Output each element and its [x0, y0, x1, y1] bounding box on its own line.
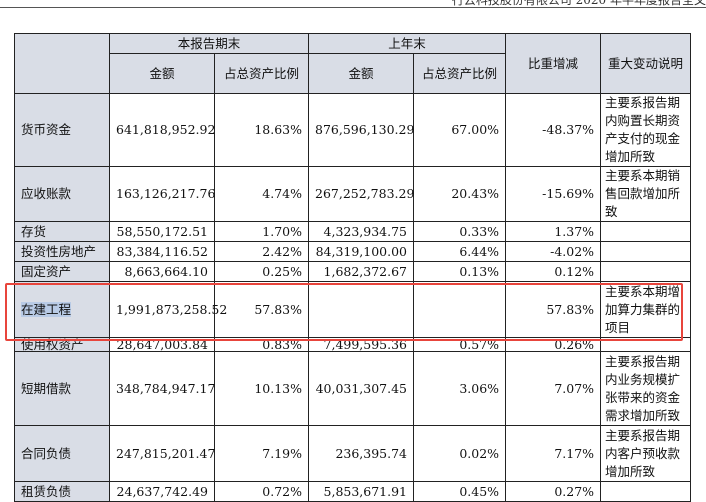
table-row: 固定资产 8,663,664.10 0.25% 1,682,372.67 0.1… [14, 261, 692, 282]
header-prior-year-end: 上年末 [308, 33, 507, 54]
explanation-note [600, 337, 692, 352]
prev-amount: 7,499,595.36 [308, 337, 415, 352]
prev-ratio: 0.02% [413, 425, 507, 482]
prev-amount: 876,596,130.29 [308, 93, 414, 167]
explanation-note [600, 261, 692, 282]
row-item: 应收账款 [14, 166, 110, 222]
prev-ratio: 67.00% [413, 93, 507, 167]
prev-amount: 40,031,307.45 [308, 351, 415, 426]
table-row-highlighted: 在建工程 1,991,873,258.52 57.83% 57.83% 主要系本… [14, 281, 692, 338]
explanation-note: 主要系报告期内业务规模扩张带来的资金需求增加所致 [600, 351, 692, 426]
cur-amount: 1,991,873,258.52 [109, 281, 227, 338]
row-item: 租赁负债 [14, 481, 110, 502]
prev-amount: 1,682,372.67 [308, 261, 415, 282]
table-row: 租赁负债 24,637,742.49 0.72% 5,853,671.91 0.… [14, 481, 692, 502]
ratio-change: -48.37% [505, 93, 602, 167]
cur-amount: 163,126,217.76 [109, 166, 215, 222]
cur-ratio: 4.74% [213, 166, 310, 222]
explanation-note: 主要系报告期内购置长期资产支付的现金增加所致 [600, 93, 692, 167]
row-item: 使用权资产 [14, 337, 110, 352]
ratio-change: 1.37% [505, 221, 602, 242]
cur-amount: 247,815,201.47 [109, 425, 215, 482]
row-item: 存货 [14, 221, 110, 242]
row-item: 短期借款 [14, 351, 110, 426]
table-row: 投资性房地产 83,384,116.52 2.42% 84,319,100.00… [14, 241, 692, 262]
row-item: 合同负债 [14, 425, 110, 482]
row-item: 货币资金 [14, 93, 110, 167]
prev-amount: 84,319,100.00 [308, 241, 415, 262]
table-row: 存货 58,550,172.51 1.70% 4,323,934.75 0.33… [14, 221, 692, 242]
table-row: 合同负债 247,815,201.47 7.19% 236,395.74 0.0… [14, 425, 692, 482]
header-explanation: 重大变动说明 [600, 33, 692, 94]
cur-ratio: 7.19% [213, 425, 310, 482]
header-current-amount: 金额 [109, 53, 215, 94]
prev-ratio: 20.43% [413, 166, 507, 222]
table-row: 应收账款 163,126,217.76 4.74% 267,252,783.29… [14, 166, 692, 222]
header-prior-amount: 金额 [308, 53, 415, 94]
ratio-change: 0.12% [505, 261, 602, 282]
row-item: 投资性房地产 [14, 241, 110, 262]
cur-ratio: 18.63% [213, 93, 310, 167]
prev-amount: 4,323,934.75 [308, 221, 415, 242]
cur-amount: 24,637,742.49 [109, 481, 215, 502]
prev-ratio [413, 281, 507, 338]
table-row: 货币资金 641,818,952.92 18.63% 876,596,130.2… [14, 93, 692, 167]
prev-ratio: 0.13% [413, 261, 507, 282]
prev-ratio: 3.06% [413, 351, 507, 426]
header-rule [0, 7, 706, 8]
explanation-note: 主要系本期销售回款增加所致 [600, 166, 692, 222]
cur-amount: 83,384,116.52 [109, 241, 215, 262]
cur-ratio: 0.83% [213, 337, 310, 352]
prev-ratio: 6.44% [413, 241, 507, 262]
ratio-change: 7.17% [505, 425, 602, 482]
header-ratio-change: 比重增减 [505, 33, 602, 94]
prev-amount: 236,395.74 [308, 425, 415, 482]
cur-ratio: 2.42% [213, 241, 310, 262]
cur-amount: 8,663,664.10 [109, 261, 215, 282]
ratio-change: 57.83% [505, 281, 602, 338]
ratio-change: -15.69% [505, 166, 602, 222]
report-header-title: 行云科技股份有限公司 2020 年半年度报告全文 [451, 0, 706, 7]
explanation-note [600, 221, 692, 242]
ratio-change: -4.02% [505, 241, 602, 262]
prev-ratio: 0.57% [413, 337, 507, 352]
cur-amount: 28,647,003.84 [109, 337, 215, 352]
table-row: 短期借款 348,784,947.17 10.13% 40,031,307.45… [14, 351, 692, 426]
explanation-note: 主要系报告期内客户预收款增加所致 [600, 425, 692, 482]
header-current-period-end: 本报告期末 [108, 33, 310, 54]
header-current-ratio: 占总资产比例 [213, 53, 310, 94]
balance-sheet-changes-table: 本报告期末 上年末 比重增减 重大变动说明 金额 占总资产比例 金额 占总资产比… [14, 33, 692, 502]
cur-ratio: 57.83% [213, 281, 310, 338]
cur-amount: 58,550,172.51 [109, 221, 215, 242]
cur-amount: 348,784,947.17 [109, 351, 215, 426]
table-row: 使用权资产 28,647,003.84 0.83% 7,499,595.36 0… [14, 337, 692, 352]
cur-ratio: 10.13% [213, 351, 310, 426]
row-item: 固定资产 [14, 261, 110, 282]
ratio-change: 7.07% [505, 351, 602, 426]
prev-ratio: 0.33% [413, 221, 507, 242]
explanation-note [600, 241, 692, 262]
cur-ratio: 0.25% [213, 261, 310, 282]
cur-amount: 641,818,952.92 [109, 93, 215, 167]
prev-amount: 267,252,783.29 [308, 166, 414, 222]
cur-ratio: 1.70% [213, 221, 310, 242]
header-blank-cell [14, 33, 110, 94]
prev-amount [308, 281, 415, 338]
ratio-change: 0.26% [505, 337, 602, 352]
header-prior-ratio: 占总资产比例 [413, 53, 507, 94]
explanation-note: 主要系本期增加算力集群的项目 [600, 281, 692, 338]
row-item-selected[interactable]: 在建工程 [14, 281, 110, 338]
